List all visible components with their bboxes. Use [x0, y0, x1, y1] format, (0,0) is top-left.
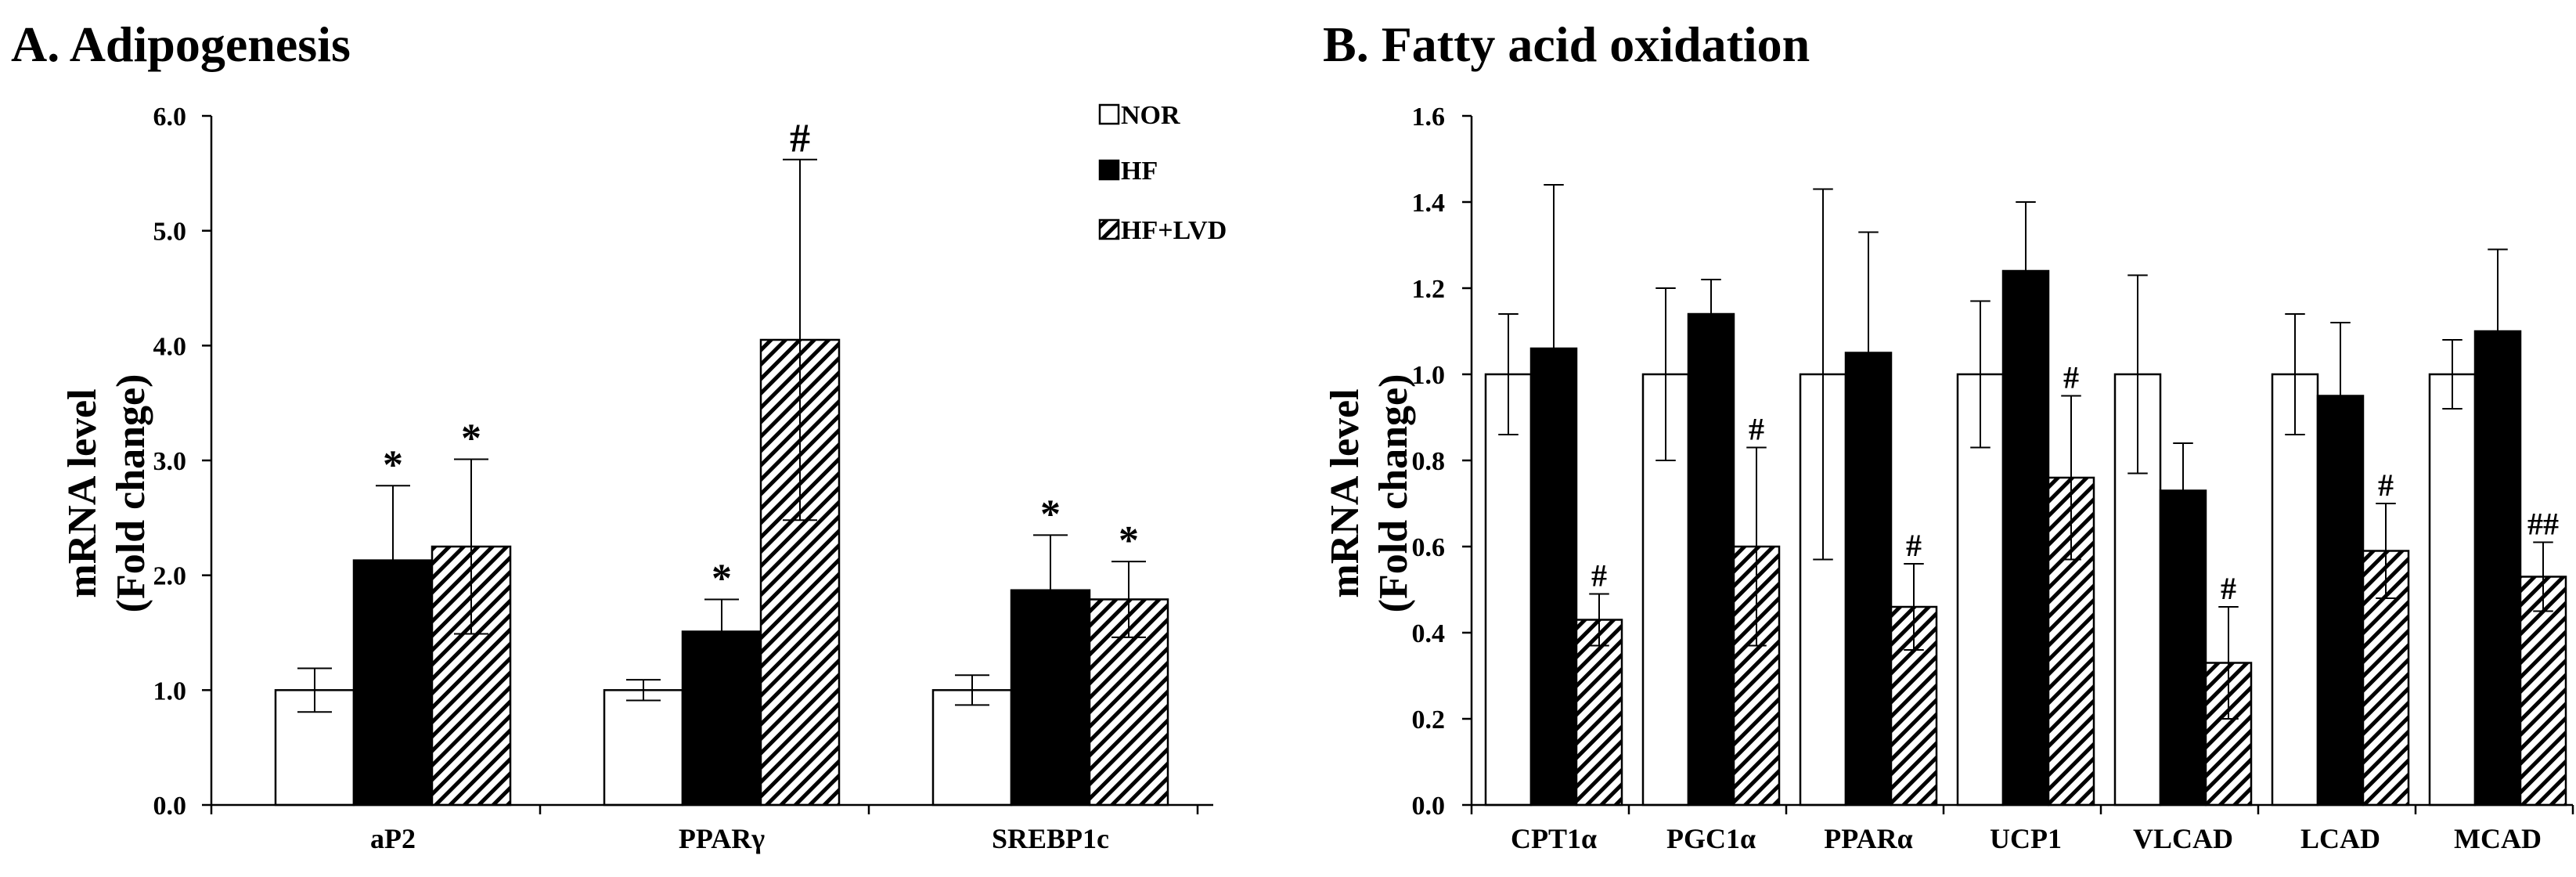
panel-a-bar-nor-srebp1c [931, 689, 1013, 807]
panel-a-y-tick-label: 4.0 [153, 332, 187, 361]
panel-a-category-label: aP2 [370, 823, 416, 854]
legend-label-hf-lvd: HF+LVD [1121, 216, 1227, 245]
legend-item-hf: HF [1098, 157, 1158, 186]
panel-b-bar-nor-cpt1 [1484, 373, 1533, 807]
panel-b-y-tick-label: 0.4 [1412, 619, 1446, 648]
panel-a-significance-mark: * [1119, 518, 1139, 563]
legend-label-hf: HF [1121, 157, 1158, 186]
panel-b-ylabel-line2: (Fold change) [1371, 374, 1416, 613]
panel-b-y-tick-label: 1.4 [1412, 189, 1446, 218]
panel-b-category-label: UCP1 [1990, 823, 2062, 854]
panel-a-y-tick-label: 5.0 [153, 218, 187, 247]
panel-a-significance-mark: # [790, 117, 810, 161]
legend: NOR HF HF+LVD [1098, 101, 1227, 245]
panel-a-y-tick-label: 0.0 [153, 792, 187, 821]
panel-b-bar-nor-lcad [2271, 373, 2319, 807]
legend-swatch-nor [1098, 103, 1120, 125]
panel-a-significance-mark: * [712, 556, 732, 601]
panel-b-category-label: PPARα [1824, 823, 1912, 854]
panel-a-significance-mark: * [383, 442, 403, 487]
panel-b-plot: 0.00.20.40.60.81.01.21.41.6########CPT1α… [1412, 103, 2574, 854]
panel-b-significance-mark: # [2063, 360, 2079, 395]
panel-a-ylabel: mRNA level (Fold change) [60, 374, 153, 613]
panel-b-y-tick-label: 1.2 [1412, 275, 1446, 304]
panel-b-significance-mark: # [2378, 467, 2394, 503]
panel-b-significance-mark: ## [2527, 507, 2559, 542]
panel-b-category-label: PGC1α [1666, 823, 1756, 854]
panel-b-bar-nor-mcad [2428, 373, 2477, 807]
panel-b-ylabel-line1: mRNA level [1323, 388, 1367, 597]
panel-a-significance-mark: * [1040, 492, 1061, 536]
legend-item-nor: NOR [1098, 101, 1180, 130]
panel-b-bar-hf-pgc1 [1687, 312, 1735, 807]
legend-swatch-hf-lvd [1098, 218, 1120, 240]
panel-b-category-label: MCAD [2454, 823, 2542, 854]
panel-b-ylabel: mRNA level (Fold change) [1323, 374, 1416, 613]
panel-b-y-tick-label: 0.8 [1412, 447, 1446, 476]
panel-a-ylabel-line1: mRNA level [60, 388, 105, 597]
panel-b-title: B. Fatty acid oxidation [1323, 16, 1810, 72]
panel-a-ylabel-line2: (Fold change) [109, 374, 153, 613]
panel-b-category-label: CPT1α [1511, 823, 1597, 854]
panel-b-y-tick-label: 0.2 [1412, 706, 1446, 734]
panel-b-significance-mark: # [1906, 528, 1922, 563]
panel-b-significance-mark: # [2221, 571, 2236, 606]
panel-a-significance-mark: * [461, 417, 481, 461]
panel-adipogenesis: A. Adipogenesis mRNA level (Fold change)… [11, 16, 1227, 854]
panel-a-y-tick-label: 1.0 [153, 677, 187, 706]
panel-b-y-tick-label: 1.0 [1412, 361, 1446, 390]
panel-a-category-label: PPARγ [679, 823, 765, 854]
panel-b-bar-hf-ucp1 [2001, 269, 2050, 807]
panel-b-bar-hf-lvd-cpt1 [1575, 619, 1623, 807]
panel-a-y-tick-label: 6.0 [153, 103, 187, 132]
panel-b-category-label: VLCAD [2133, 823, 2233, 854]
panel-b-y-tick-label: 0.6 [1412, 533, 1446, 562]
legend-item-hf-lvd: HF+LVD [1098, 216, 1227, 245]
panel-b-y-tick-label: 0.0 [1412, 792, 1446, 821]
panel-b-significance-mark: # [1591, 558, 1607, 594]
panel-fatty-acid-oxidation: B. Fatty acid oxidation mRNA level (Fold… [1323, 16, 2574, 854]
legend-label-nor: NOR [1121, 101, 1180, 130]
legend-swatch-hf [1098, 159, 1120, 181]
panel-b-category-label: LCAD [2300, 823, 2380, 854]
panel-a-title: A. Adipogenesis [11, 16, 351, 72]
panel-b-significance-mark: # [1749, 412, 1764, 447]
panel-a-bar-nor-ppar [603, 689, 684, 807]
panel-b-y-tick-label: 1.6 [1412, 103, 1446, 132]
panel-a-y-tick-label: 3.0 [153, 447, 187, 476]
panel-a-plot: 0.0 1.0 2.0 3.0 4.0 5.0 6.0 * * * * # * aP2 PPARγ SREBP… [153, 103, 1213, 854]
panel-a-y-tick-label: 2.0 [153, 562, 187, 591]
panel-a-category-label: SREBP1c [992, 823, 1109, 854]
